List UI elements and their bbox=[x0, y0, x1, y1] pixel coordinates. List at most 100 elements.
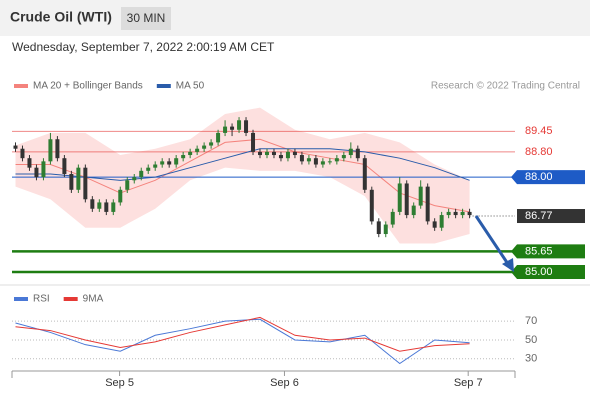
candle-body bbox=[341, 155, 346, 159]
candle-body bbox=[209, 142, 214, 146]
level-box bbox=[517, 209, 585, 224]
candle-body bbox=[411, 205, 416, 216]
ma50-line bbox=[15, 148, 470, 181]
candle-body bbox=[139, 170, 144, 178]
candle-body bbox=[355, 148, 360, 159]
x-tick-label: Sep 5 bbox=[105, 377, 134, 389]
candle-body bbox=[278, 155, 283, 159]
candle-body bbox=[418, 186, 423, 206]
candle-body bbox=[404, 183, 409, 216]
legend-swatch bbox=[63, 297, 78, 301]
ma20-line bbox=[15, 138, 470, 213]
plot: MA 20 + Bollinger Bands MA 50 RSI 9MA 89.45 8… bbox=[12, 81, 585, 389]
candle-body bbox=[432, 221, 437, 228]
candle-body bbox=[251, 132, 256, 152]
candle-body bbox=[111, 202, 116, 212]
candle-body bbox=[313, 158, 318, 165]
x-tick-label: Sep 6 bbox=[270, 377, 299, 389]
candle-body bbox=[376, 221, 381, 235]
candle-body bbox=[83, 167, 88, 200]
candle-body bbox=[48, 139, 53, 162]
candle-body bbox=[188, 151, 193, 156]
candle-body bbox=[118, 189, 123, 203]
candle-body bbox=[334, 158, 339, 162]
chart-title: Crude Oil (WTI) bbox=[10, 9, 112, 25]
candle-body bbox=[397, 183, 402, 212]
candle-body bbox=[62, 158, 67, 174]
candle-body bbox=[146, 167, 151, 171]
candle-body bbox=[320, 161, 325, 165]
forecast-arrow-head bbox=[502, 258, 514, 272]
candle-body bbox=[69, 173, 74, 190]
legend-label: RSI bbox=[33, 294, 50, 305]
candle-body bbox=[160, 161, 165, 165]
credit: Research © 2022 Trading Central bbox=[431, 81, 580, 92]
candle-body bbox=[446, 211, 451, 216]
forecast-arrow bbox=[474, 215, 510, 265]
level-label: 89.45 bbox=[525, 125, 553, 137]
candle-body bbox=[167, 161, 172, 165]
candle-body bbox=[90, 199, 95, 209]
candle-body bbox=[306, 158, 311, 162]
candle-body bbox=[383, 224, 388, 235]
candle-body bbox=[97, 202, 102, 209]
candle-body bbox=[104, 202, 109, 212]
interval-box bbox=[121, 7, 171, 30]
candle-body bbox=[41, 161, 46, 178]
level-label: 88.00 bbox=[525, 171, 553, 183]
level-box bbox=[511, 170, 585, 185]
candle-body bbox=[216, 132, 221, 143]
candle-body bbox=[27, 158, 32, 168]
candle-body bbox=[439, 215, 444, 228]
y-tick-label: 70 bbox=[525, 315, 537, 327]
subtitle: Wednesday, September 7, 2022 2:00:19 AM … bbox=[12, 40, 275, 54]
interval: 30 MIN bbox=[127, 11, 166, 25]
candle-body bbox=[467, 211, 472, 216]
candle-body bbox=[425, 186, 430, 222]
y-tick-label: 30 bbox=[525, 353, 537, 365]
legend-swatch bbox=[14, 297, 28, 301]
candle-body bbox=[244, 120, 249, 133]
candle-body bbox=[34, 167, 39, 178]
y-tick-label: 50 bbox=[525, 334, 537, 346]
candle-body bbox=[132, 177, 137, 181]
candle-body bbox=[153, 164, 158, 168]
candle-body bbox=[237, 120, 242, 130]
candle-body bbox=[362, 158, 367, 190]
candle-body bbox=[202, 145, 207, 149]
level-label: 86.77 bbox=[525, 210, 553, 222]
bollinger-band bbox=[15, 107, 470, 244]
candle-body bbox=[369, 189, 374, 222]
candle-body bbox=[13, 145, 18, 149]
rsi-ma-line bbox=[15, 316, 470, 352]
legend-swatch bbox=[14, 84, 28, 88]
candle-body bbox=[20, 148, 25, 159]
candle-body bbox=[264, 151, 269, 156]
level-label: 85.00 bbox=[525, 266, 553, 278]
candle-body bbox=[285, 151, 290, 159]
legend-label: 9MA bbox=[83, 294, 104, 305]
x-tick-label: Sep 7 bbox=[454, 377, 483, 389]
legend-label: MA 50 bbox=[176, 81, 205, 92]
level-box bbox=[511, 264, 585, 279]
candle-body bbox=[125, 180, 130, 190]
candle-body bbox=[348, 148, 353, 156]
candle-body bbox=[76, 167, 81, 190]
candle-body bbox=[174, 158, 179, 165]
legend-label: MA 20 + Bollinger Bands bbox=[33, 81, 143, 92]
level-label: 88.80 bbox=[525, 146, 553, 158]
legend-swatch bbox=[156, 84, 171, 88]
candle-body bbox=[453, 211, 458, 216]
level-box bbox=[511, 244, 585, 259]
candle-body bbox=[327, 161, 332, 163]
candle-body bbox=[460, 211, 465, 216]
candle-body bbox=[271, 151, 276, 156]
header-bar bbox=[0, 0, 590, 36]
candle-body bbox=[390, 211, 395, 225]
candle-body bbox=[292, 151, 297, 156]
level-label: 85.65 bbox=[525, 245, 553, 257]
candle-body bbox=[181, 155, 186, 159]
candle-body bbox=[195, 148, 200, 152]
candle-body bbox=[55, 139, 60, 159]
